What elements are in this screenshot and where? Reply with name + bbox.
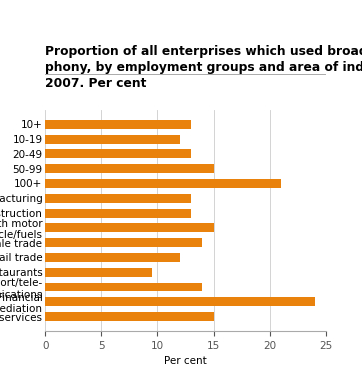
Bar bbox=[45, 120, 191, 129]
Bar bbox=[45, 224, 214, 232]
Bar bbox=[45, 164, 214, 173]
Bar bbox=[45, 238, 202, 247]
Bar bbox=[45, 194, 191, 203]
Bar bbox=[45, 312, 214, 321]
Text: Proportion of all enterprises which used broadband tele-
phony, by employment gr: Proportion of all enterprises which used… bbox=[45, 45, 362, 90]
Bar bbox=[45, 283, 202, 291]
Bar bbox=[45, 179, 281, 188]
Bar bbox=[45, 297, 315, 306]
X-axis label: Per cent: Per cent bbox=[164, 356, 207, 366]
Bar bbox=[45, 253, 180, 262]
Bar bbox=[45, 209, 191, 218]
Bar bbox=[45, 150, 191, 158]
Bar bbox=[45, 135, 180, 144]
Bar bbox=[45, 268, 152, 277]
